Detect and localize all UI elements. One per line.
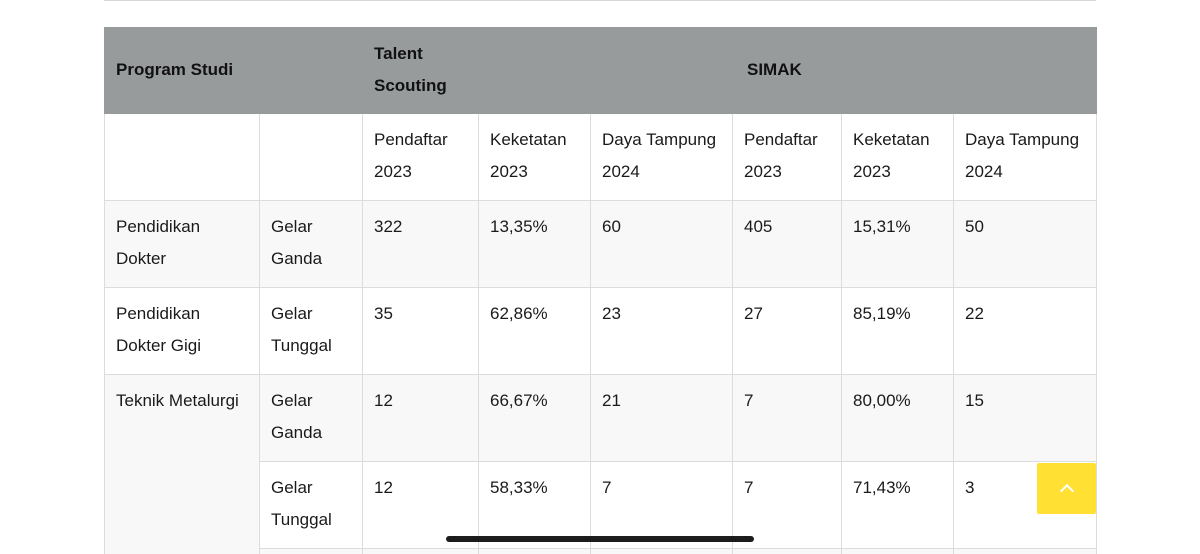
table-header-row: Program Studi Talent Scouting SIMAK: [104, 27, 1098, 114]
table-subheader-row: Pendaftar 2023 Keketatan 2023 Daya Tampu…: [104, 113, 1098, 201]
cell-program: Teknik Metalurgi: [104, 374, 260, 554]
cell-empty: [362, 548, 479, 554]
subheader-simak-keketatan: Keketatan 2023: [841, 113, 954, 201]
table-row: Pendidikan Dokter Gelar Ganda 322 13,35%…: [104, 200, 1098, 288]
cell-empty: [259, 548, 363, 554]
cell-simak-keketatan: 15,31%: [841, 200, 954, 288]
cell-simak-keketatan: 85,19%: [841, 287, 954, 375]
header-simak: SIMAK: [477, 27, 1098, 114]
cell-gelar: Gelar Tunggal: [259, 287, 363, 375]
cell-ts-daya-tampung: 23: [590, 287, 733, 375]
subheader-blank-1: [104, 113, 260, 201]
table-row: Pendidikan Dokter Gigi Gelar Tunggal 35 …: [104, 287, 1098, 375]
cell-ts-daya-tampung: 60: [590, 200, 733, 288]
cell-simak-daya-tampung: 15: [952, 374, 1098, 462]
header-simak-label: SIMAK: [747, 59, 802, 79]
cell-simak-daya-tampung: 22: [952, 287, 1098, 375]
cell-ts-pendaftar: 12: [362, 374, 479, 462]
cell-ts-daya-tampung: 21: [590, 374, 733, 462]
subheader-simak-daya-tampung: Daya Tampung 2024: [952, 113, 1098, 201]
cell-simak-pendaftar: 7: [732, 461, 842, 549]
cell-ts-keketatan: 13,35%: [478, 200, 591, 288]
cell-ts-pendaftar: 12: [362, 461, 479, 549]
subheader-blank-2: [259, 113, 363, 201]
cell-ts-keketatan: 66,67%: [478, 374, 591, 462]
cell-gelar: Gelar Ganda: [259, 374, 363, 462]
cell-empty: [952, 548, 1098, 554]
cell-ts-pendaftar: 322: [362, 200, 479, 288]
cell-empty: [732, 548, 842, 554]
cell-simak-keketatan: 71,43%: [841, 461, 954, 549]
header-program-studi: Program Studi: [104, 27, 363, 114]
cell-simak-pendaftar: 405: [732, 200, 842, 288]
cell-empty: [478, 548, 591, 554]
cell-ts-keketatan: 58,33%: [478, 461, 591, 549]
home-indicator[interactable]: [446, 536, 754, 542]
cell-simak-keketatan: 80,00%: [841, 374, 954, 462]
table-row: Teknik Metalurgi Gelar Ganda 12 66,67% 2…: [104, 374, 1098, 554]
scroll-to-top-button[interactable]: [1037, 463, 1096, 514]
table-row: Gelar Tunggal 12 58,33% 7 7 71,43% 3: [105, 461, 1098, 549]
cell-program: Pendidikan Dokter Gigi: [104, 287, 260, 375]
cell-simak-daya-tampung: 50: [952, 200, 1098, 288]
cell-gelar: Gelar Ganda: [259, 200, 363, 288]
cell-ts-daya-tampung: 7: [590, 461, 733, 549]
table-row: [105, 548, 1098, 554]
cell-program: Pendidikan Dokter: [104, 200, 260, 288]
cell-gelar: Gelar Tunggal: [259, 461, 363, 549]
subheader-ts-pendaftar: Pendaftar 2023: [362, 113, 479, 201]
cell-ts-pendaftar: 35: [362, 287, 479, 375]
cell-ts-keketatan: 62,86%: [478, 287, 591, 375]
subheader-ts-daya-tampung: Daya Tampung 2024: [590, 113, 733, 201]
chevron-up-icon: [1059, 483, 1074, 498]
cell-empty: [590, 548, 733, 554]
admissions-table: Program Studi Talent Scouting SIMAK Pend…: [104, 27, 1098, 554]
divider: [104, 0, 1096, 1]
cell-simak-pendaftar: 7: [732, 374, 842, 462]
header-talent-scouting: Talent Scouting: [362, 27, 479, 114]
cell-simak-pendaftar: 27: [732, 287, 842, 375]
cell-empty: [841, 548, 954, 554]
subheader-simak-pendaftar: Pendaftar 2023: [732, 113, 842, 201]
subheader-ts-keketatan: Keketatan 2023: [478, 113, 591, 201]
